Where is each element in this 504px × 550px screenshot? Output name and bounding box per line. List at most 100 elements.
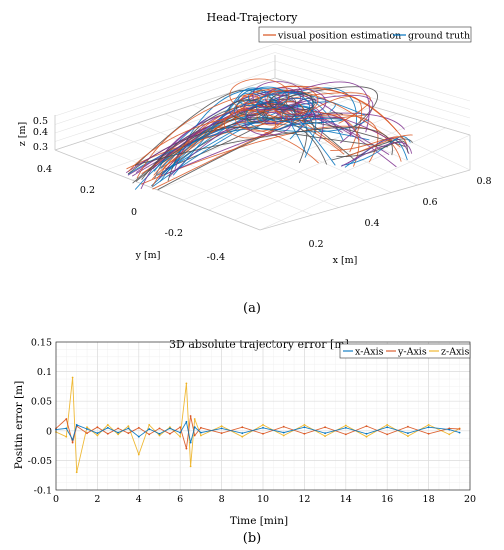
x-tick-label: 18	[423, 494, 435, 505]
data-point	[106, 424, 109, 426]
y-tick-label: 0.05	[31, 397, 52, 408]
data-point	[220, 432, 223, 435]
trajectory-path	[152, 96, 363, 190]
y-tick: 0.4	[37, 164, 52, 175]
data-point	[86, 432, 88, 435]
panel-b-xlabel: Time [min]	[230, 515, 288, 527]
data-point	[324, 435, 326, 437]
data-point	[303, 424, 306, 426]
grid-line	[274, 69, 471, 127]
data-point	[262, 432, 264, 435]
legend-label-y: y-Axis	[397, 347, 427, 358]
panel-a-z-ticks: 0.5 0.4 0.3	[33, 116, 48, 153]
data-point	[427, 426, 430, 429]
y-tick: -0.4	[207, 252, 225, 263]
data-point	[106, 432, 109, 435]
data-point	[344, 424, 347, 427]
trajectory-path	[160, 117, 343, 169]
data-point	[127, 427, 130, 430]
data-point	[127, 432, 130, 435]
panel-a-3d-plot: Head-Trajectory visual position estimati…	[17, 11, 492, 316]
data-point	[448, 428, 451, 431]
data-point	[189, 441, 192, 444]
data-point	[220, 425, 223, 427]
data-point	[96, 434, 99, 437]
data-point	[71, 441, 74, 444]
data-point	[200, 426, 202, 429]
y-tick-label: 0.1	[37, 367, 52, 378]
y-tick-label: 0	[46, 426, 52, 437]
trajectory-loop	[277, 88, 327, 116]
data-point	[127, 425, 130, 427]
panel-a-title: Head-Trajectory	[207, 11, 299, 24]
y-tick-label: 0.15	[31, 338, 52, 349]
data-point	[193, 434, 196, 437]
trajectory-path	[347, 137, 410, 164]
panel-b-series	[55, 376, 461, 474]
panel-b-axes-frame	[55, 341, 471, 491]
panel-b-caption: (b)	[243, 531, 261, 546]
panel-b-title: 3D absolute trajectory error [m]	[169, 338, 349, 351]
grid-line	[54, 60, 276, 134]
panel-a-caption: (a)	[243, 301, 261, 316]
trajectory-path	[125, 81, 370, 174]
data-point	[65, 427, 68, 430]
y-tick-label: -0.1	[34, 486, 52, 497]
legend-label-z: z-Axis	[441, 347, 469, 358]
data-point	[117, 433, 119, 436]
x-tick-label: 12	[298, 494, 310, 505]
legend-label-x: x-Axis	[355, 347, 384, 358]
x-tick: 0.6	[422, 197, 437, 208]
data-point	[86, 428, 88, 430]
panel-b-ylabel: Positin error [m]	[13, 381, 25, 469]
data-point	[303, 432, 306, 435]
trajectory-loop	[223, 109, 277, 139]
data-point	[185, 421, 188, 423]
grid-line	[274, 43, 471, 102]
data-point	[407, 425, 409, 428]
z-tick: 0.4	[33, 127, 48, 138]
data-point	[179, 426, 182, 429]
data-point	[179, 431, 182, 434]
data-point	[262, 424, 264, 426]
data-point	[65, 435, 68, 438]
trajectory-loop	[244, 108, 292, 136]
data-point	[427, 424, 430, 426]
data-point	[193, 418, 196, 420]
grid-line	[54, 43, 276, 117]
trajectory-path	[168, 108, 397, 178]
grid-line	[82, 140, 287, 223]
data-point	[282, 425, 285, 428]
panel-b-legend: x-Axis y-Axis z-Axis	[339, 343, 471, 359]
data-point	[282, 431, 285, 434]
data-point	[137, 426, 140, 429]
trajectory-path	[336, 140, 409, 157]
data-point	[96, 426, 99, 429]
x-tick: 0.4	[364, 218, 379, 229]
data-point	[169, 432, 171, 435]
grid-line	[137, 122, 339, 208]
data-point	[407, 435, 409, 437]
panel-a-ylabel: y [m]	[135, 250, 161, 261]
data-point	[241, 432, 244, 435]
data-point	[75, 424, 78, 426]
trajectory-path	[152, 92, 371, 180]
data-point	[185, 382, 188, 385]
x-tick-label: 16	[381, 494, 393, 505]
data-point	[365, 432, 368, 435]
data-point	[65, 418, 68, 420]
data-point	[262, 426, 264, 429]
data-point	[148, 428, 151, 430]
grid-line	[109, 131, 313, 216]
data-point	[148, 424, 151, 426]
grid-line	[259, 134, 471, 231]
trajectory-path	[134, 87, 357, 190]
trajectory-path	[330, 136, 408, 151]
data-point	[386, 426, 389, 429]
trajectory-loop	[241, 93, 260, 105]
grid-line	[274, 52, 471, 110]
y-tick-label: -0.05	[28, 456, 52, 467]
x-tick-label: 6	[177, 494, 183, 505]
data-point	[189, 415, 192, 417]
x-tick: 0.2	[308, 239, 323, 250]
